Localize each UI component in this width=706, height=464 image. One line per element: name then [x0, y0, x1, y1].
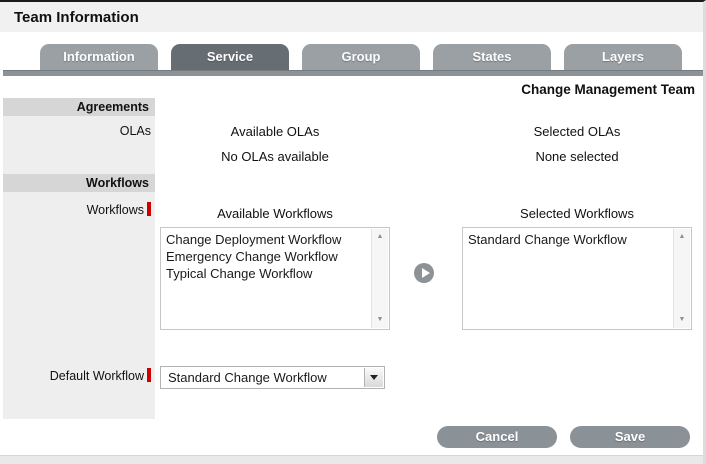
default-workflow-selected-value: Standard Change Workflow	[168, 370, 327, 385]
scroll-down-icon[interactable]: ▼	[376, 316, 384, 323]
agreements-section-header: Agreements	[3, 98, 155, 116]
selected-olas-empty-text: None selected	[535, 149, 619, 164]
move-right-button[interactable]	[414, 263, 434, 283]
default-workflow-field-label-text: Default Workflow	[49, 369, 144, 383]
olas-field-label-text: OLAs	[119, 124, 151, 138]
available-olas-title: Available OLAs	[230, 124, 320, 139]
list-item[interactable]: Emergency Change Workflow	[166, 249, 338, 264]
tab-group[interactable]: Group	[302, 44, 420, 70]
tab-service[interactable]: Service	[171, 44, 289, 70]
workflows-field-label-text: Workflows	[86, 203, 144, 217]
selected-workflows-title: Selected Workflows	[520, 206, 634, 221]
bottom-border-strip	[0, 455, 703, 464]
olas-field-label: OLAs	[3, 124, 155, 138]
required-marker-icon	[147, 368, 151, 382]
list-item[interactable]: Standard Change Workflow	[468, 232, 627, 247]
tab-layers[interactable]: Layers	[564, 44, 682, 70]
list-item[interactable]: Change Deployment Workflow	[166, 232, 342, 247]
dropdown-button[interactable]	[364, 368, 383, 387]
required-marker-icon	[147, 202, 151, 216]
default-workflow-select[interactable]: Standard Change Workflow	[160, 366, 385, 389]
available-olas-empty-text: No OLAs available	[221, 149, 329, 164]
scroll-up-icon[interactable]: ▲	[678, 233, 686, 240]
save-button[interactable]: Save	[570, 426, 690, 448]
default-workflow-field-label: Default Workflow	[3, 368, 155, 383]
form-sidebar: Agreements OLAs Workflows Workflows Defa…	[3, 98, 155, 419]
available-workflows-title: Available Workflows	[217, 206, 333, 221]
page-title: Team Information	[14, 8, 139, 26]
scroll-down-icon[interactable]: ▼	[678, 316, 686, 323]
window-title-bar: Team Information	[0, 2, 703, 32]
available-workflows-listbox[interactable]: Change Deployment Workflow Emergency Cha…	[160, 227, 390, 330]
right-arrow-icon	[421, 268, 430, 278]
tab-information[interactable]: Information	[40, 44, 158, 70]
scrollbar[interactable]: ▲ ▼	[673, 229, 690, 328]
selected-workflows-listbox[interactable]: Standard Change Workflow ▲ ▼	[462, 227, 692, 330]
tab-bar: Information Service Group States Layers	[40, 44, 682, 70]
cancel-button[interactable]: Cancel	[437, 426, 557, 448]
workflows-field-label: Workflows	[3, 202, 155, 217]
tab-states[interactable]: States	[433, 44, 551, 70]
scrollbar[interactable]: ▲ ▼	[371, 229, 388, 328]
scroll-up-icon[interactable]: ▲	[376, 233, 384, 240]
workflows-section-header: Workflows	[3, 174, 155, 192]
team-name-heading: Change Management Team	[521, 82, 695, 97]
list-item[interactable]: Typical Change Workflow	[166, 266, 313, 281]
chevron-down-icon	[370, 375, 378, 380]
tab-underline-bar	[3, 70, 703, 76]
selected-olas-title: Selected OLAs	[533, 124, 621, 139]
